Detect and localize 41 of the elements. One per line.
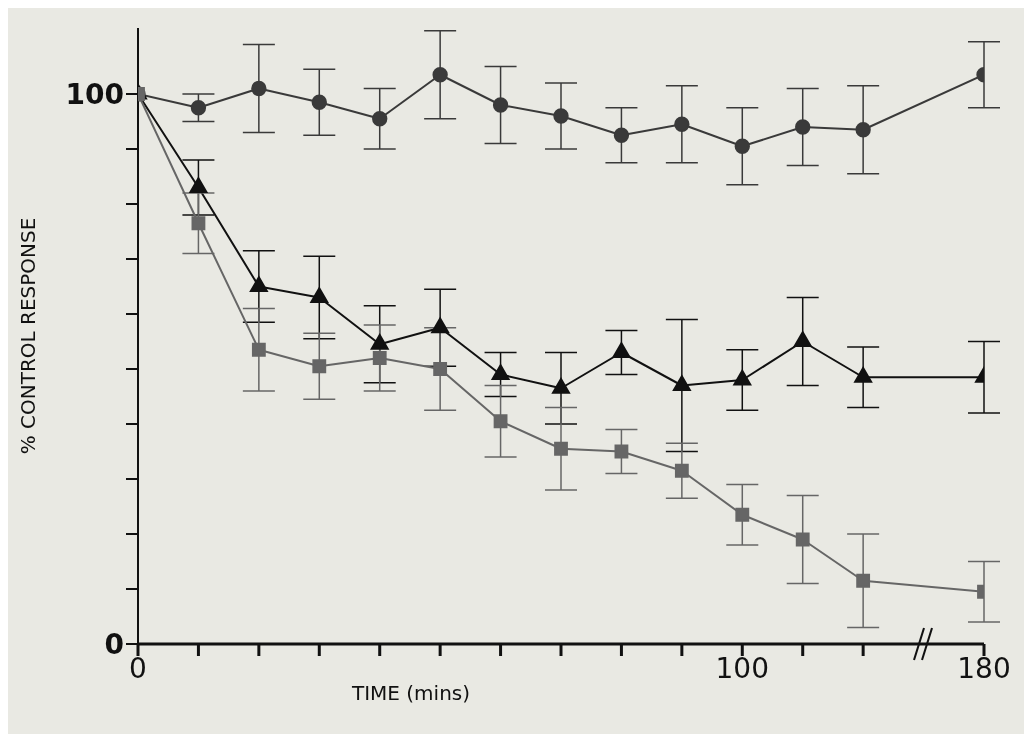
point (612, 342, 631, 359)
point (191, 216, 206, 231)
point (189, 177, 208, 194)
point (674, 463, 689, 478)
point (249, 276, 268, 293)
point (854, 367, 873, 383)
x-axis-title: TIME (mins) (350, 681, 471, 705)
point (733, 369, 752, 386)
point (310, 287, 329, 304)
point (372, 111, 388, 127)
point (855, 122, 871, 138)
point (433, 362, 448, 376)
point (672, 375, 691, 392)
point (613, 127, 630, 143)
point (372, 351, 387, 365)
point (856, 573, 871, 588)
point (432, 67, 448, 83)
point (793, 331, 812, 348)
point (370, 334, 389, 350)
point (734, 138, 750, 154)
point (311, 94, 327, 110)
point (674, 116, 690, 132)
point (493, 414, 508, 429)
point (491, 364, 510, 381)
point (431, 317, 450, 334)
point (554, 441, 568, 456)
point (251, 342, 266, 357)
point (552, 378, 570, 394)
y-axis-title: % CONTROL RESPONSE (16, 217, 41, 455)
point (492, 97, 509, 113)
x-tick-label: 180 (957, 651, 1011, 685)
x-tick-label: 0 (129, 651, 147, 685)
point (795, 532, 810, 547)
point (614, 444, 629, 459)
point (735, 507, 750, 522)
point (251, 80, 267, 97)
point (795, 119, 811, 135)
point (553, 108, 569, 124)
point (312, 359, 327, 374)
point (190, 100, 207, 116)
x-tick-label: 100 (715, 651, 770, 685)
